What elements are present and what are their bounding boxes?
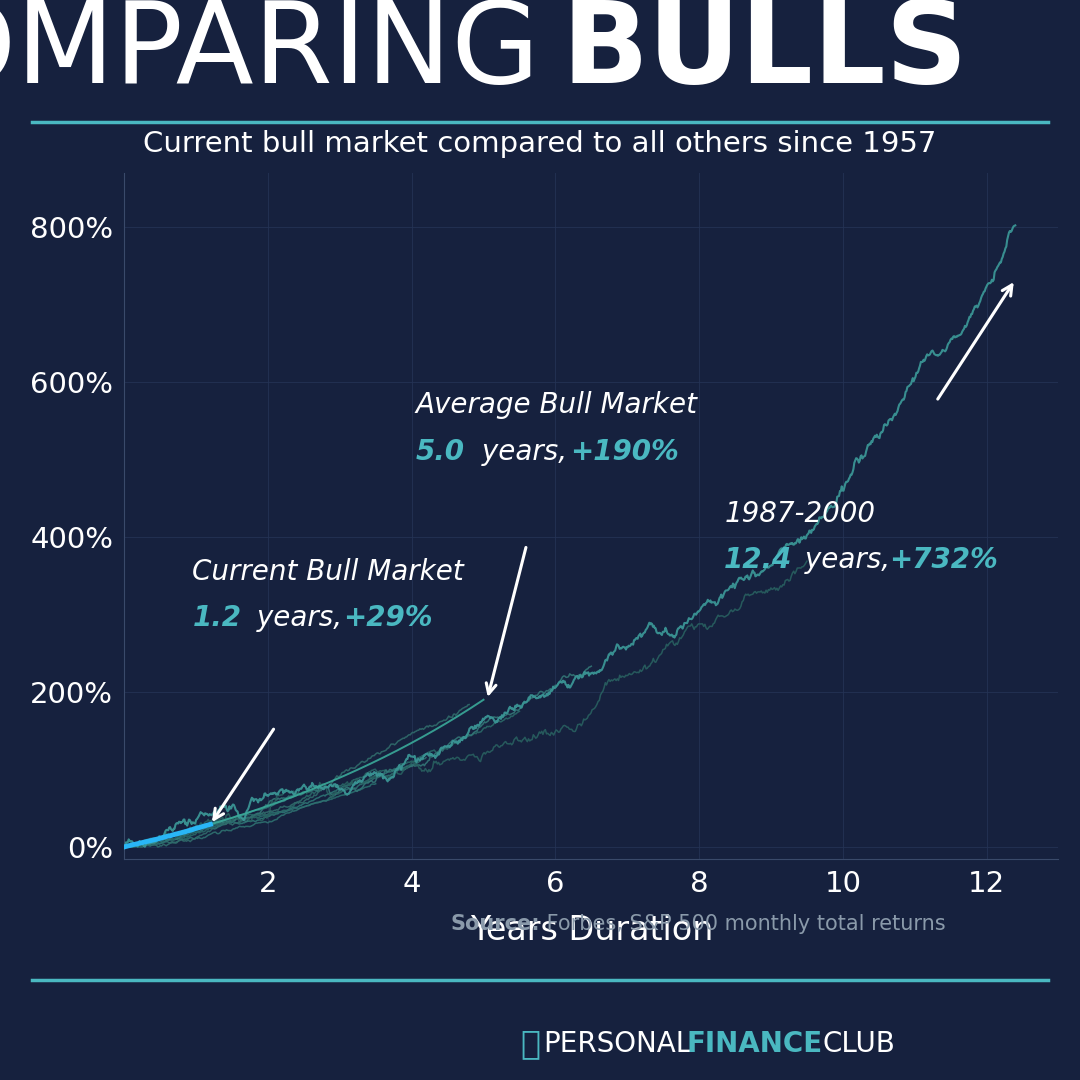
Text: years,: years,: [247, 605, 351, 633]
Text: Current Bull Market: Current Bull Market: [192, 558, 464, 585]
Text: BULLS: BULLS: [562, 0, 969, 107]
Text: Source:: Source:: [450, 914, 540, 934]
Text: CLUB: CLUB: [823, 1030, 895, 1058]
Text: PERSONAL: PERSONAL: [543, 1030, 691, 1058]
Text: COMPARING  BULLS: COMPARING BULLS: [0, 0, 1080, 97]
Text: 5.0: 5.0: [415, 437, 464, 465]
Text: Average Bull Market: Average Bull Market: [415, 391, 698, 419]
Text: 12.4: 12.4: [725, 546, 793, 575]
Text: 1.2: 1.2: [192, 605, 242, 633]
Text: years,: years,: [473, 437, 576, 465]
Text: Ⓜ: Ⓜ: [519, 1027, 540, 1061]
Text: 1987-2000: 1987-2000: [725, 500, 875, 528]
Text: +732%: +732%: [890, 546, 998, 575]
Text: Forbes, S&P 500 monthly total returns: Forbes, S&P 500 monthly total returns: [540, 914, 946, 934]
Text: +29%: +29%: [343, 605, 433, 633]
Text: COMPARING: COMPARING: [0, 0, 540, 107]
Text: years,: years,: [796, 546, 900, 575]
Text: Current bull market compared to all others since 1957: Current bull market compared to all othe…: [144, 130, 936, 158]
Text: FINANCE: FINANCE: [687, 1030, 823, 1058]
X-axis label: Years Duration: Years Duration: [470, 915, 713, 947]
Text: +190%: +190%: [570, 437, 678, 465]
